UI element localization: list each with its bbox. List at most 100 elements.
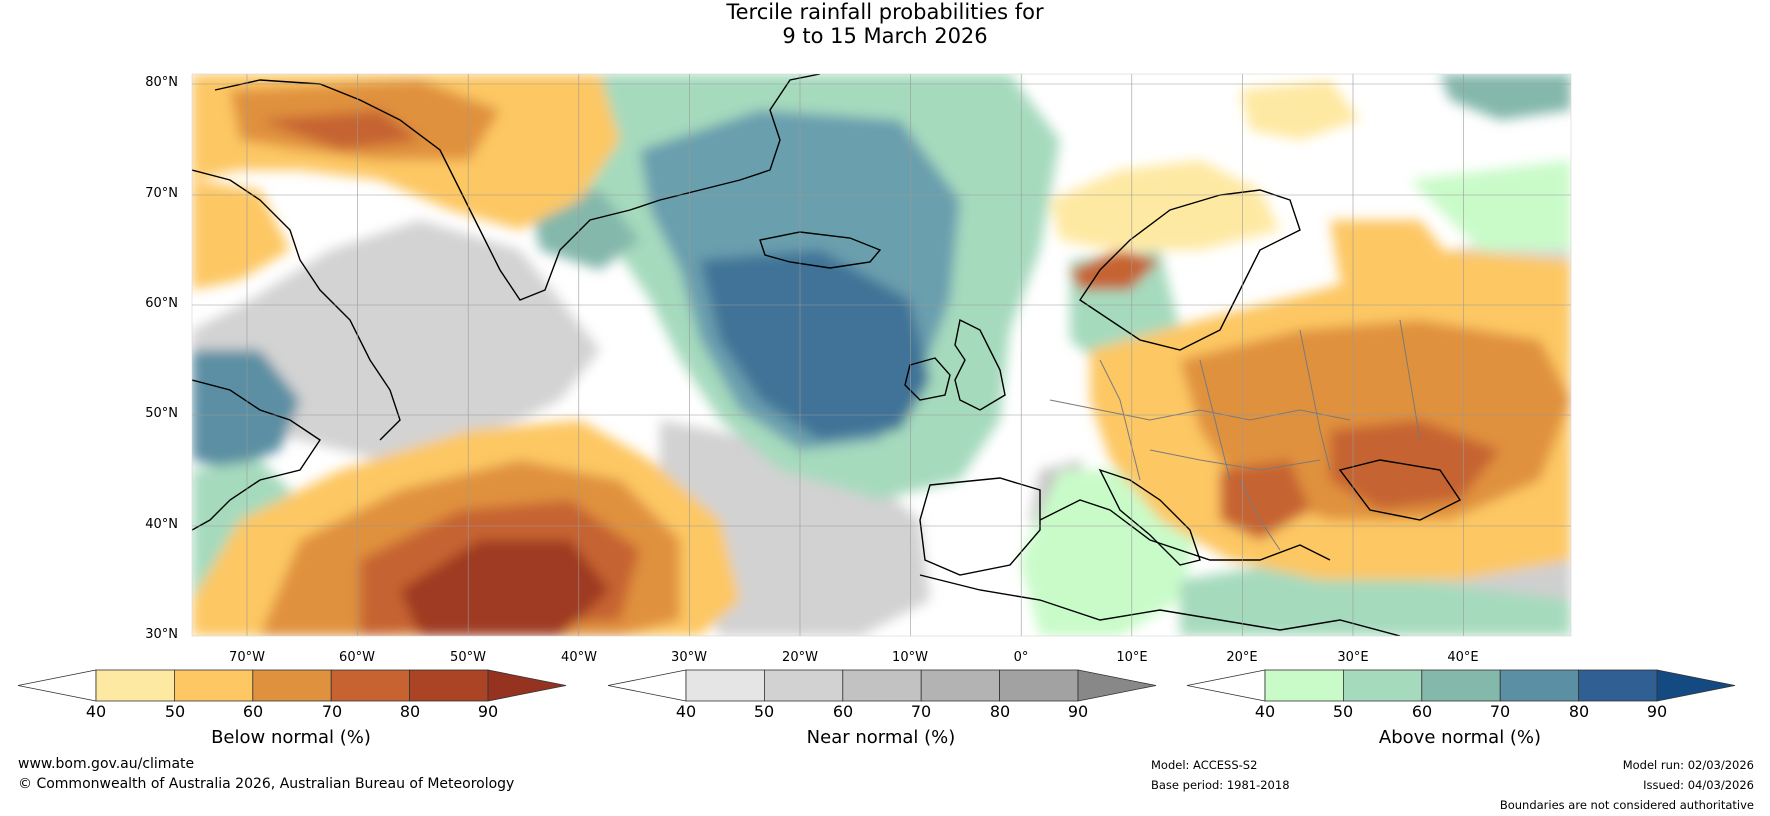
colorbar-below-segment: [95, 669, 175, 702]
colorbar-near-segment: [685, 669, 765, 702]
coastlines: [192, 74, 1462, 636]
above-normal-region: [1440, 74, 1571, 120]
colorbar-near-segment: [842, 669, 922, 702]
lat-label-30n: 30°N: [145, 627, 178, 642]
lat-label-40n: 40°N: [145, 517, 178, 532]
lat-label-50n: 50°N: [145, 406, 178, 421]
cb-below-tick: 40: [85, 702, 107, 721]
below-normal-region: [1330, 220, 1460, 300]
above-normal-region: [1410, 160, 1571, 250]
cb-near-title: Near normal (%): [806, 727, 956, 748]
below-normal-region: [192, 180, 290, 290]
black-sea-coast: [1338, 459, 1462, 521]
lon-label-30w: 30°W: [671, 650, 707, 665]
below-normal-region: [400, 540, 610, 636]
lon-label-0: 0°: [1013, 650, 1029, 665]
footer-website: www.bom.gov.au/climate: [18, 756, 195, 772]
title-line-1: Tercile rainfall probabilities for: [726, 0, 1044, 24]
footer-model: Model: ACCESS-S2: [1151, 758, 1258, 772]
colorbar-below-upper-extension: [487, 669, 567, 702]
cb-above-tick: 70: [1489, 702, 1511, 721]
above-normal-region: [192, 350, 300, 470]
lon-label-30e: 30°E: [1337, 650, 1369, 665]
scandinavia-coast: [1079, 189, 1301, 351]
colorbar-below-segment: [252, 669, 332, 702]
cb-near-tick: 90: [1067, 702, 1089, 721]
lat-label-80n: 80°N: [145, 75, 178, 90]
iberia-coast: [919, 477, 1041, 576]
above-normal-region: [1180, 560, 1571, 636]
cb-below-tick: 50: [164, 702, 186, 721]
lat-label-60n: 60°N: [145, 296, 178, 311]
footer-base-period: Base period: 1981-2018: [1151, 778, 1290, 792]
cb-above-tick: 40: [1254, 702, 1276, 721]
colorbar-above-segment: [1499, 669, 1579, 702]
lat-label-70n: 70°N: [145, 186, 178, 201]
baffin-coast: [192, 169, 401, 441]
colorbar-below-lower-extension: [17, 669, 97, 702]
colorbar-above-lower-extension: [1186, 669, 1266, 702]
colorbar-below-segment: [409, 669, 489, 702]
colorbar-above-segment: [1421, 669, 1501, 702]
lon-label-10e: 10°E: [1116, 650, 1148, 665]
ireland-coast: [904, 357, 951, 401]
lon-label-20e: 20°E: [1226, 650, 1258, 665]
colorbar-above-segment: [1264, 669, 1344, 702]
greenland-coast: [214, 74, 821, 301]
cb-near-tick: 80: [989, 702, 1011, 721]
map-gridlines: [192, 74, 1571, 636]
cb-near-tick: 70: [910, 702, 932, 721]
lon-label-70w: 70°W: [229, 650, 265, 665]
cb-near-tick: 50: [753, 702, 775, 721]
labrador-coast: [192, 379, 321, 531]
cb-above-title: Above normal (%): [1378, 727, 1542, 748]
lon-label-20w: 20°W: [782, 650, 818, 665]
footer-copyright: © Commonwealth of Australia 2026, Austra…: [18, 776, 515, 792]
cb-below-tick: 80: [399, 702, 421, 721]
map-frame: [191, 73, 1572, 637]
lon-label-50w: 50°W: [450, 650, 486, 665]
lon-label-40w: 40°W: [561, 650, 597, 665]
north-africa-coast: [919, 574, 1401, 636]
below-normal-region: [1050, 160, 1280, 250]
colorbar-near-segment: [920, 669, 1001, 702]
probability-fields: [192, 74, 1571, 636]
great-britain-coast: [954, 318, 1006, 411]
iceland-coast: [759, 231, 882, 269]
cb-below-tick: 60: [242, 702, 264, 721]
above-normal-region: [700, 250, 930, 440]
cb-above-tick: 50: [1332, 702, 1354, 721]
lon-label-40e: 40°E: [1447, 650, 1479, 665]
cb-near-tick: 40: [675, 702, 697, 721]
colorbar-near-normal: [607, 669, 1157, 702]
colorbar-near-lower-extension: [607, 669, 687, 702]
lon-label-60w: 60°W: [339, 650, 375, 665]
colorbar-below-segment: [173, 669, 254, 702]
cb-below-tick: 70: [321, 702, 343, 721]
colorbar-above-normal: [1186, 669, 1736, 702]
lon-label-10w: 10°W: [892, 650, 928, 665]
footer-disclaimer: Boundaries are not considered authoritat…: [1499, 798, 1754, 812]
mediterranean-coast: [1039, 499, 1331, 561]
colorbar-near-segment: [764, 669, 844, 702]
below-normal-region: [1240, 80, 1360, 140]
cb-above-tick: 60: [1411, 702, 1433, 721]
colorbar-above-segment: [1343, 669, 1423, 702]
cb-above-tick: 90: [1646, 702, 1668, 721]
colorbar-near-segment: [999, 669, 1079, 702]
cb-below-tick: 90: [477, 702, 499, 721]
map-title: Tercile rainfall probabilities for 9 to …: [0, 0, 1770, 48]
cb-near-tick: 60: [832, 702, 854, 721]
colorbar-below-normal: [17, 669, 567, 702]
colorbar-below-segment: [330, 669, 411, 702]
below-normal-region: [260, 110, 420, 150]
title-line-2: 9 to 15 March 2026: [782, 24, 988, 48]
footer-issued: Issued: 04/03/2026: [1643, 778, 1754, 792]
colorbar-above-upper-extension: [1656, 669, 1736, 702]
footer-model-run: Model run: 02/03/2026: [1622, 758, 1754, 772]
colorbar-near-upper-extension: [1077, 669, 1157, 702]
country-borders: [1049, 319, 1421, 551]
colorbar-above-segment: [1578, 669, 1658, 702]
